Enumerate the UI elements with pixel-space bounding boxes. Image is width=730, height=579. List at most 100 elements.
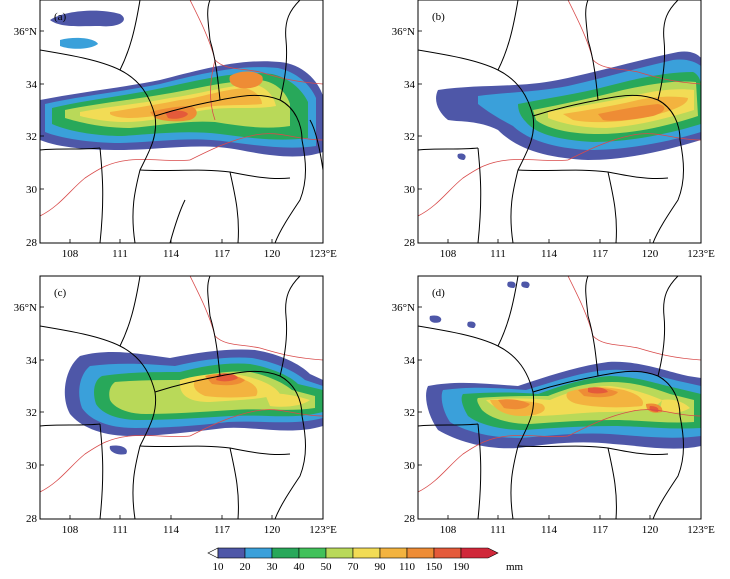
x-tick-label: 114 xyxy=(541,248,558,260)
colorbar-tick-label: 40 xyxy=(294,561,306,573)
colorbar-tick-label: 50 xyxy=(321,561,333,573)
y-tick-label: 36°N xyxy=(392,26,415,38)
map-a-svg: (a) 108 111 114 117 120 123°E 36°N 34 32… xyxy=(14,0,337,260)
x-tick-label: 123°E xyxy=(687,248,715,260)
y-ticks-c xyxy=(40,306,44,466)
map-d-svg: (d) 108 111 114 117 120 123°E 36°N 34 32… xyxy=(392,275,715,536)
colorbar-tick-label: 10 xyxy=(213,561,225,573)
y-tick-label: 30 xyxy=(26,184,38,196)
y-tick-label: 32 xyxy=(26,407,37,419)
y-tick-label: 36°N xyxy=(14,26,37,38)
y-tick-label: 34 xyxy=(404,79,416,91)
y-tick-label: 28 xyxy=(26,513,38,525)
x-tick-label: 120 xyxy=(264,524,281,536)
admin-boundaries-a xyxy=(40,0,323,243)
y-tick-label: 28 xyxy=(26,237,38,249)
y-tick-label: 36°N xyxy=(392,302,415,314)
colorbar-swatch xyxy=(271,547,300,559)
map-panel-b: (b) 108 111 114 117 120 123°E 36°N 34 32… xyxy=(392,0,730,260)
colorbar-swatch xyxy=(325,547,354,559)
admin-boundaries-c xyxy=(40,276,306,519)
x-tick-label: 114 xyxy=(163,248,180,260)
x-tick-label: 117 xyxy=(214,248,231,260)
map-b-svg: (b) 108 111 114 117 120 123°E 36°N 34 32… xyxy=(392,0,715,260)
river-lines-c xyxy=(40,276,323,493)
x-tick-label: 114 xyxy=(163,524,180,536)
x-tick-label: 117 xyxy=(592,248,609,260)
map-c-svg: (c) 108 111 114 117 120 123°E 36°N 34 32… xyxy=(14,275,337,536)
x-tick-label: 120 xyxy=(642,248,659,260)
colorbar-swatch xyxy=(217,547,246,559)
colorbar-swatch xyxy=(244,547,273,559)
x-tick-label: 117 xyxy=(592,524,609,536)
map-frame-d xyxy=(417,275,702,520)
x-tick-label: 123°E xyxy=(687,524,715,536)
x-ticks-c xyxy=(69,515,273,519)
y-tick-label: 34 xyxy=(26,355,38,367)
x-tick-label: 117 xyxy=(214,524,231,536)
colorbar-tick-label: 70 xyxy=(348,561,360,573)
x-tick-label: 111 xyxy=(490,524,506,536)
x-tick-label: 108 xyxy=(62,524,79,536)
colorbar-swatch xyxy=(460,547,499,559)
x-tick-label: 120 xyxy=(264,248,281,260)
colorbar-tick-label: 90 xyxy=(375,561,387,573)
x-tick-label: 108 xyxy=(440,248,457,260)
y-tick-label: 30 xyxy=(404,460,416,472)
x-ticks-a xyxy=(69,239,273,243)
colorbar-swatch xyxy=(379,547,408,559)
y-tick-label: 32 xyxy=(26,131,37,143)
colorbar-swatch xyxy=(433,547,462,559)
river-lines-d xyxy=(418,276,701,493)
panel-label-c: (c) xyxy=(54,287,67,299)
y-tick-label: 30 xyxy=(404,184,416,196)
colorbar-swatch xyxy=(298,547,327,559)
colorbar-tick-labels: 10 20 30 40 50 70 90 110 150 190 xyxy=(213,561,470,573)
precip-shading-d xyxy=(426,281,701,449)
colorbar-unit: mm xyxy=(506,561,524,573)
y-tick-label: 32 xyxy=(404,407,415,419)
y-ticks-a xyxy=(40,30,44,190)
river-lines-b xyxy=(418,0,701,217)
precip-shading-c xyxy=(64,349,323,455)
y-tick-label: 34 xyxy=(404,355,416,367)
colorbar-tick-label: 20 xyxy=(240,561,252,573)
panel-label-d: (d) xyxy=(432,287,445,299)
x-tick-label: 120 xyxy=(642,524,659,536)
y-tick-label: 28 xyxy=(404,237,416,249)
colorbar-swatches xyxy=(207,547,499,559)
admin-boundaries-b xyxy=(418,0,684,243)
map-frame-a xyxy=(39,0,324,244)
map-panel-c: (c) 108 111 114 117 120 123°E 36°N 34 32… xyxy=(14,275,380,536)
panel-label-a: (a) xyxy=(54,11,67,23)
x-tick-label: 111 xyxy=(490,248,506,260)
x-tick-label: 111 xyxy=(112,524,128,536)
map-panel-a: (a) 108 111 114 117 120 123°E 36°N 34 32… xyxy=(14,0,380,260)
colorbar-swatch xyxy=(406,547,435,559)
x-tick-label: 108 xyxy=(62,248,79,260)
x-ticks-b xyxy=(447,239,651,243)
colorbar-swatch xyxy=(352,547,381,559)
y-ticks-d xyxy=(418,306,422,466)
y-tick-label: 34 xyxy=(26,79,38,91)
y-ticks-b xyxy=(418,30,422,190)
y-tick-label: 28 xyxy=(404,513,416,525)
admin-boundaries-d xyxy=(418,276,684,519)
map-frame-c xyxy=(39,275,324,520)
x-tick-label: 114 xyxy=(541,524,558,536)
colorbar-tick-label: 190 xyxy=(453,561,470,573)
panel-label-b: (b) xyxy=(432,11,445,23)
x-tick-label: 111 xyxy=(112,248,128,260)
river-lines-a xyxy=(40,0,323,217)
colorbar: 10 20 30 40 50 70 90 110 150 190 mm xyxy=(207,546,528,574)
colorbar-tick-label: 150 xyxy=(426,561,443,573)
y-tick-label: 32 xyxy=(404,131,415,143)
y-tick-label: 30 xyxy=(26,460,38,472)
colorbar-tick-label: 110 xyxy=(399,561,416,573)
colorbar-svg: 10 20 30 40 50 70 90 110 150 190 mm xyxy=(207,547,524,573)
colorbar-arrow-low xyxy=(207,547,219,559)
x-tick-label: 123°E xyxy=(309,248,337,260)
x-tick-label: 123°E xyxy=(309,524,337,536)
map-frame-b xyxy=(417,0,702,244)
x-ticks-d xyxy=(447,515,651,519)
